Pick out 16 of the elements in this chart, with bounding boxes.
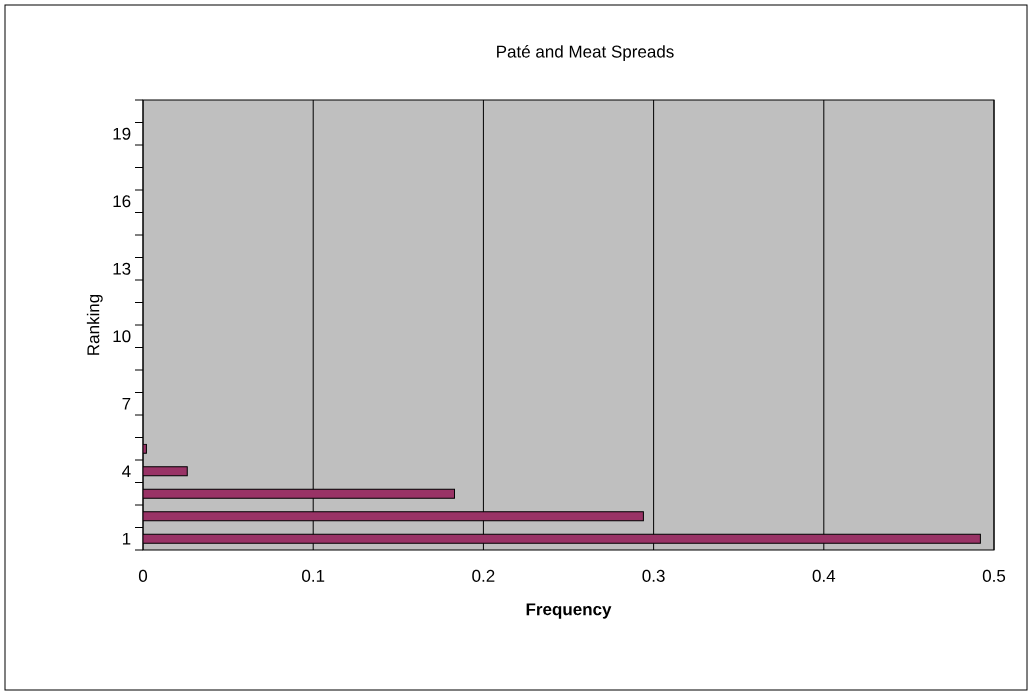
x-tick-label: 0.2 [472, 569, 495, 582]
y-tick-label: 19 [113, 127, 131, 140]
x-tick-label: 0.4 [812, 569, 836, 582]
x-tick-label: 0 [138, 569, 148, 582]
y-tick-label: 7 [122, 397, 131, 410]
y-tick-label: 10 [113, 330, 131, 343]
y-tick-label: 13 [113, 262, 131, 275]
x-axis-title: Frequency [526, 603, 612, 619]
chart-title: Paté and Meat Spreads [497, 44, 674, 62]
x-tick-label: 0.5 [982, 569, 1006, 582]
x-tick-label: 0.1 [302, 569, 325, 582]
y-tick-label: 1 [122, 532, 131, 545]
x-tick-label: 0.3 [642, 569, 665, 582]
y-tick-label: 16 [113, 195, 131, 208]
y-axis-title: Ranking [86, 294, 103, 355]
y-tick-label: 4 [122, 465, 131, 478]
